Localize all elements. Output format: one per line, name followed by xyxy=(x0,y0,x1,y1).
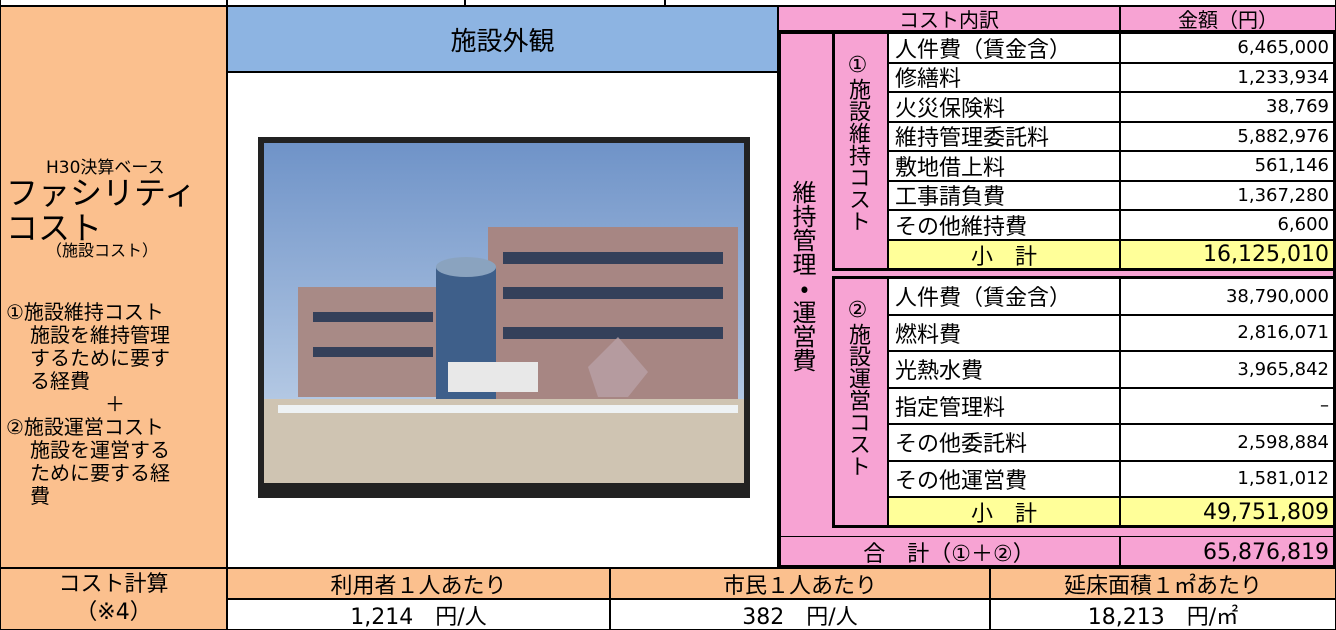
item-amount: 3,965,842 xyxy=(1120,351,1336,388)
left-panel-text: 施設を運営する xyxy=(30,438,170,462)
left-panel-text: 費 xyxy=(30,484,50,508)
left-panel-text: 施設を維持管理 xyxy=(30,323,170,347)
calc-value: 18,213 円/㎡ xyxy=(990,599,1336,630)
left-panel-text: H30決算ベース xyxy=(46,158,165,178)
top-strip xyxy=(227,0,465,6)
item-amount: 5,882,976 xyxy=(1120,121,1336,151)
left-panel-text: コスト xyxy=(6,209,103,247)
item-name: 工事請負費 xyxy=(888,180,1120,210)
item-name: その他委託料 xyxy=(888,424,1120,461)
calc-header: 市民１人あたり xyxy=(610,568,990,599)
calc-value: 382 円/人 xyxy=(610,599,990,630)
left-panel-text: ために要する経 xyxy=(30,461,170,485)
calc-value: 1,214 円/人 xyxy=(227,599,610,630)
subtotal-label: 小 計 xyxy=(888,239,1120,270)
item-amount: 2,816,071 xyxy=(1120,314,1336,351)
item-amount: 1,367,280 xyxy=(1120,180,1336,210)
group-label: 維持管理・運営費 xyxy=(788,180,816,372)
item-name: 指定管理料 xyxy=(888,387,1120,424)
item-name: 敷地借上料 xyxy=(888,151,1120,181)
subtotal-amount: 49,751,809 xyxy=(1120,497,1336,527)
section-label-cell xyxy=(832,278,888,527)
top-strip xyxy=(0,0,227,6)
left-panel-text: ①施設維持コスト xyxy=(6,300,164,324)
top-strip xyxy=(465,0,665,6)
item-amount: 561,146 xyxy=(1120,151,1336,181)
item-name: 修繕料 xyxy=(888,62,1120,92)
item-amount: 2,598,884 xyxy=(1120,424,1336,461)
left-panel-text: ファシリティ xyxy=(6,174,197,212)
section-label: ①施設維持コスト xyxy=(845,53,870,232)
left-panel-text: ＋ xyxy=(105,392,125,416)
item-name: 燃料費 xyxy=(888,314,1120,351)
item-amount: 6,600 xyxy=(1120,210,1336,240)
total-amount: 65,876,819 xyxy=(1120,536,1336,568)
subtotal-label: 小 計 xyxy=(888,497,1120,527)
left-panel xyxy=(0,6,227,568)
item-name: 人件費（賃金含） xyxy=(888,33,1120,63)
item-amount: 38,790,000 xyxy=(1120,278,1336,315)
item-name: 維持管理委託料 xyxy=(888,121,1120,151)
cost-calc-label-text: コスト計算 xyxy=(58,572,169,597)
cost-calc-label xyxy=(0,568,227,630)
item-amount: 1,233,934 xyxy=(1120,62,1336,92)
item-amount: – xyxy=(1120,387,1336,424)
item-amount: 1,581,012 xyxy=(1120,460,1336,497)
item-name: その他運営費 xyxy=(888,460,1120,497)
calc-header: 延床面積１㎡あたり xyxy=(990,568,1336,599)
item-name: その他維持費 xyxy=(888,210,1120,240)
left-panel-text: ②施設運営コスト xyxy=(6,415,164,439)
item-amount: 6,465,000 xyxy=(1120,33,1336,63)
subtotal-amount: 16,125,010 xyxy=(1120,239,1336,270)
facility-photo xyxy=(258,137,750,498)
section-label: ②施設運営コスト xyxy=(845,298,870,477)
calc-header: 利用者１人あたり xyxy=(227,568,610,599)
photo-header: 施設外観 xyxy=(227,6,778,72)
total-label: 合 計（①＋②） xyxy=(778,536,1120,568)
item-name: 光熱水費 xyxy=(888,351,1120,388)
cost-calc-label-text: （※4） xyxy=(75,600,152,625)
left-panel-text: するために要す xyxy=(30,346,170,370)
left-panel-text: （施設コスト） xyxy=(46,241,159,260)
column-header: コスト内訳 xyxy=(778,6,1120,31)
item-amount: 38,769 xyxy=(1120,92,1336,122)
column-header: 金額（円） xyxy=(1120,6,1336,31)
left-panel-text: る経費 xyxy=(30,369,90,393)
item-name: 火災保険料 xyxy=(888,92,1120,122)
item-name: 人件費（賃金含） xyxy=(888,278,1120,315)
